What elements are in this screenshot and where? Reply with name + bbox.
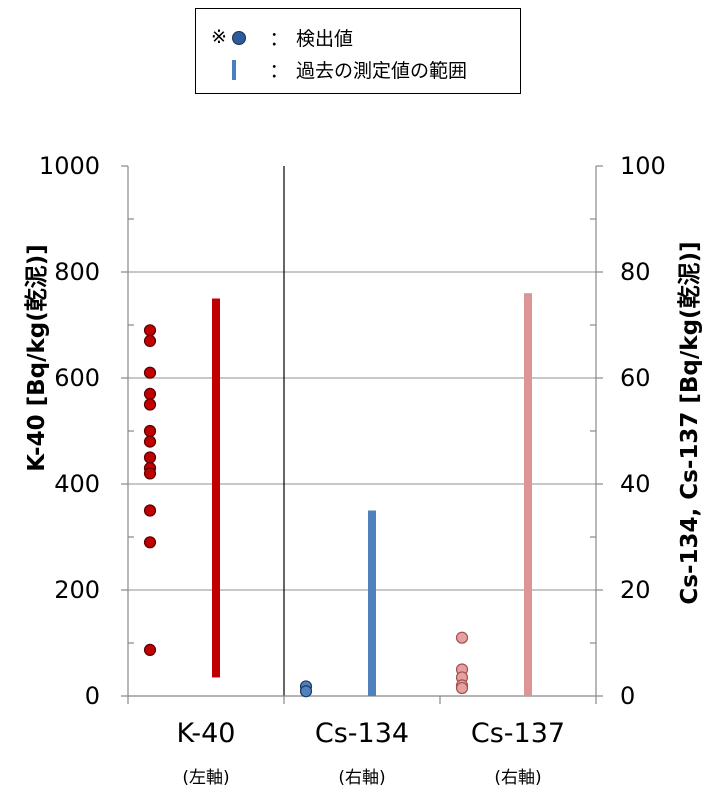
data-point [143, 467, 157, 480]
right-tick-label: 60 [620, 364, 651, 392]
range-bar [524, 293, 532, 696]
range-bar [368, 510, 376, 696]
category-label: K-40 [177, 718, 236, 749]
data-point [143, 324, 157, 337]
data-point [455, 631, 469, 644]
data-point [143, 435, 157, 448]
category-note: (左軸) [182, 768, 229, 788]
data-point [143, 643, 157, 656]
legend-box: ※ ： 検出値 ： 過去の測定値の範囲 [195, 8, 521, 94]
right-tick-label: 40 [620, 470, 651, 498]
legend-detected-row: ※ ： 検出値 [206, 25, 354, 50]
data-point [143, 424, 157, 438]
legend-detected-label: 検出値 [296, 27, 354, 50]
left-tick-label: 800 [54, 258, 100, 286]
data-point [143, 398, 157, 411]
detected-marker-icon [232, 30, 246, 45]
data-point [143, 387, 157, 400]
note-mark: ※ [211, 26, 227, 48]
legend-separator: ： [269, 27, 289, 50]
range-bar [212, 298, 220, 678]
data-point [143, 451, 157, 464]
category-note: (右軸) [338, 768, 385, 788]
left-tick-label: 1000 [39, 152, 100, 180]
legend-range-label: 過去の測定値の範囲 [296, 59, 468, 82]
left-axis-title: K-40 [Bq/kg(乾泥)] [24, 244, 50, 472]
legend-range-row: ： 過去の測定値の範囲 [206, 57, 468, 82]
category-label: Cs-137 [471, 718, 565, 749]
left-tick-label: 600 [54, 364, 100, 392]
right-tick-label: 80 [620, 258, 651, 286]
data-point [455, 681, 469, 695]
range-bar-icon [232, 59, 236, 80]
data-point [143, 334, 157, 347]
category-note: (右軸) [494, 768, 541, 788]
left-tick-label: 200 [54, 576, 100, 604]
right-tick-label: 20 [620, 576, 651, 604]
data-point [143, 366, 157, 379]
data-point [143, 536, 157, 549]
data-point [143, 504, 157, 517]
left-tick-label: 400 [54, 470, 100, 498]
left-tick-label: 0 [85, 682, 100, 710]
right-axis-title: Cs-134, Cs-137 [Bq/kg(乾泥)] [677, 241, 703, 605]
right-tick-label: 0 [620, 682, 635, 710]
right-tick-label: 100 [620, 152, 666, 180]
legend-separator: ： [269, 59, 289, 82]
data-point [299, 685, 313, 698]
category-label: Cs-134 [315, 718, 409, 749]
